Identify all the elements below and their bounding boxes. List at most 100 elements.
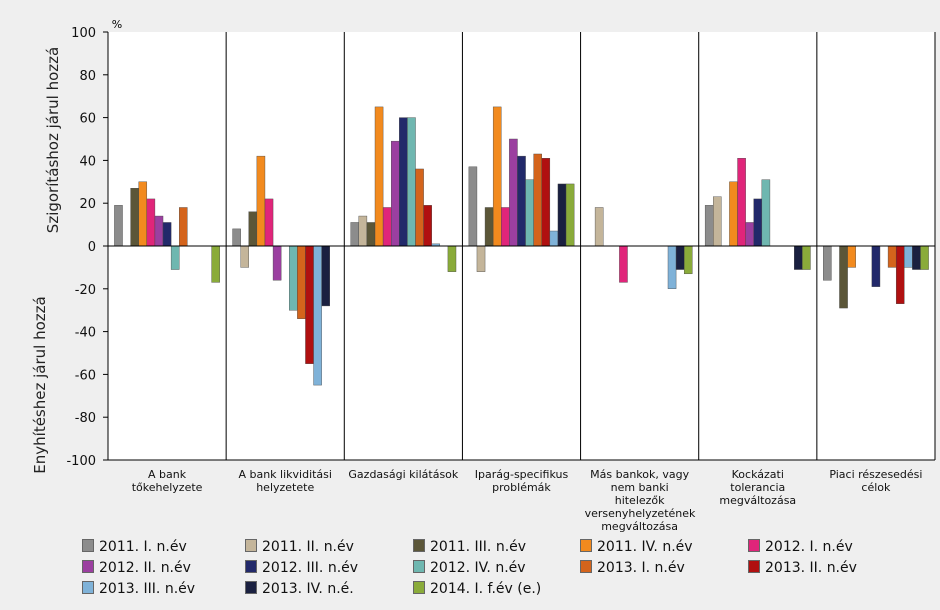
legend-swatch bbox=[413, 581, 425, 594]
legend-label: 2011. III. n.év bbox=[430, 539, 527, 555]
bar bbox=[468, 166, 478, 247]
legend-swatch bbox=[82, 560, 94, 573]
legend-swatch bbox=[580, 560, 592, 573]
legend-swatch bbox=[245, 560, 257, 573]
legend-item: 2013. I. n.év bbox=[580, 560, 685, 576]
legend-label: 2011. I. n.év bbox=[99, 539, 187, 555]
y-tick-label: -60 bbox=[75, 368, 96, 383]
x-tick-label: A bank likviditási helyzetete bbox=[238, 468, 332, 494]
legend-item: 2013. IV. n.é. bbox=[245, 581, 354, 597]
bar bbox=[557, 183, 567, 247]
bar bbox=[415, 168, 424, 247]
bar bbox=[391, 140, 400, 247]
legend-item: 2013. III. n.év bbox=[82, 581, 195, 597]
bar bbox=[399, 117, 408, 247]
bar bbox=[667, 245, 677, 289]
legend-label: 2014. I. f.év (e.) bbox=[430, 581, 542, 597]
bar bbox=[305, 245, 314, 364]
bar bbox=[912, 245, 921, 270]
bar bbox=[358, 215, 368, 247]
bar bbox=[745, 222, 754, 247]
bar bbox=[248, 211, 258, 247]
legend-swatch bbox=[82, 539, 94, 552]
legend-label: 2012. II. n.év bbox=[99, 560, 191, 576]
bar bbox=[675, 245, 685, 270]
bar bbox=[289, 245, 298, 311]
bar bbox=[476, 245, 486, 272]
legend-label: 2012. I. n.év bbox=[765, 539, 853, 555]
x-tick-label: Gazdasági kilátások bbox=[348, 468, 459, 481]
y-tick-label: -100 bbox=[66, 454, 96, 469]
bar bbox=[619, 245, 628, 283]
bar bbox=[761, 179, 771, 247]
legend-swatch bbox=[580, 539, 592, 552]
legend-item: 2011. I. n.év bbox=[82, 539, 187, 555]
bar bbox=[847, 245, 856, 268]
legend-swatch bbox=[748, 560, 760, 573]
y-tick-label: 80 bbox=[79, 69, 96, 84]
y-label-lower: Enyhítéshez járul hozzá bbox=[31, 296, 49, 473]
bar bbox=[549, 230, 559, 247]
bar bbox=[138, 181, 148, 247]
bar bbox=[297, 245, 306, 319]
legend-swatch bbox=[82, 581, 94, 594]
bar bbox=[321, 245, 330, 307]
legend-swatch bbox=[245, 539, 257, 552]
bar bbox=[407, 117, 416, 247]
bar bbox=[447, 245, 457, 272]
bar bbox=[492, 106, 502, 247]
x-tick-label: Kockázati tolerancia megváltozása bbox=[719, 468, 797, 507]
bar bbox=[541, 158, 551, 247]
bar bbox=[565, 183, 575, 247]
legend-swatch bbox=[413, 560, 425, 573]
bar bbox=[162, 222, 172, 247]
bar bbox=[170, 245, 180, 270]
bar bbox=[737, 158, 746, 247]
y-tick-label: -40 bbox=[75, 326, 96, 341]
legend-swatch bbox=[245, 581, 257, 594]
bar bbox=[509, 138, 518, 247]
legend-item: 2012. I. n.év bbox=[748, 539, 853, 555]
x-tick-label: Más bankok, vagy nem banki hitelezők ver… bbox=[584, 468, 696, 533]
unit-label: % bbox=[112, 18, 122, 31]
bar bbox=[517, 155, 526, 247]
legend-swatch bbox=[413, 539, 425, 552]
bar bbox=[802, 245, 811, 270]
legend-item: 2012. II. n.év bbox=[82, 560, 191, 576]
bar bbox=[533, 153, 542, 247]
legend-swatch bbox=[748, 539, 760, 552]
legend-item: 2011. IV. n.év bbox=[580, 539, 693, 555]
bar bbox=[154, 215, 164, 247]
bar bbox=[350, 222, 360, 247]
bar bbox=[232, 228, 241, 247]
y-tick-label: -80 bbox=[75, 411, 96, 426]
y-tick-label: 20 bbox=[79, 197, 96, 212]
bar bbox=[366, 222, 376, 247]
y-tick-label: -20 bbox=[75, 283, 96, 298]
bar bbox=[501, 207, 510, 247]
y-tick-label: 40 bbox=[79, 154, 96, 169]
legend-item: 2011. II. n.év bbox=[245, 539, 354, 555]
bar bbox=[382, 207, 392, 247]
legend-label: 2013. III. n.év bbox=[99, 581, 196, 597]
legend-item: 2011. III. n.év bbox=[413, 539, 526, 555]
bar bbox=[272, 245, 282, 281]
legend-label: 2011. IV. n.év bbox=[597, 539, 693, 555]
bar bbox=[683, 245, 693, 275]
bar bbox=[704, 205, 714, 247]
y-tick-label: 0 bbox=[88, 240, 96, 255]
bar bbox=[179, 207, 188, 247]
bar bbox=[240, 245, 249, 268]
bar bbox=[423, 205, 432, 247]
y-tick-label: 100 bbox=[71, 26, 96, 41]
bar bbox=[920, 245, 929, 270]
x-tick-label: Piaci részesedési célok bbox=[829, 468, 923, 494]
y-label-upper: Szigorításhoz járul hozzá bbox=[44, 47, 62, 233]
legend-label: 2013. IV. n.é. bbox=[262, 581, 354, 597]
bar bbox=[904, 245, 913, 268]
legend-label: 2013. I. n.év bbox=[597, 560, 685, 576]
bar bbox=[256, 155, 266, 247]
bar bbox=[887, 245, 897, 268]
